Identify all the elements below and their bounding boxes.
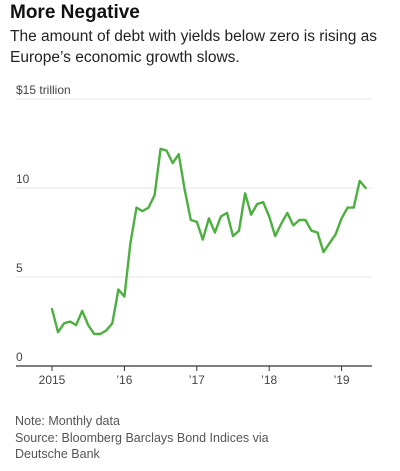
series-line-0 <box>50 147 367 336</box>
x-tick-label: ’18 <box>261 373 277 387</box>
chart-notes: Note: Monthly data Source: Bloomberg Bar… <box>15 413 269 463</box>
axis-ticks: 0 5 10 $15 trillion 2015 ’16 ’17 ’18 ’19 <box>16 83 350 387</box>
x-tick-label: ’17 <box>189 373 205 387</box>
x-tick-label: ’19 <box>334 373 350 387</box>
gridlines <box>16 98 372 367</box>
source-text-line2: Deutsche Bank <box>15 447 100 461</box>
y-tick-label: 5 <box>16 261 23 275</box>
x-tick-label: 2015 <box>39 373 66 387</box>
series-layer <box>50 147 367 336</box>
y-tick-label: $15 trillion <box>16 83 71 97</box>
chart-title: More Negative <box>10 2 140 23</box>
note-text: Note: Monthly data <box>15 414 120 428</box>
chart-subtitle: The amount of debt with yields below zer… <box>10 28 378 66</box>
y-tick-label: 0 <box>16 350 23 364</box>
source-text-line1: Source: Bloomberg Barclays Bond Indices … <box>15 430 269 445</box>
x-tick-label: ’16 <box>116 373 132 387</box>
y-tick-label: 10 <box>16 172 30 186</box>
line-chart: 0 5 10 $15 trillion 2015 ’16 ’17 ’18 ’19 <box>16 83 372 387</box>
